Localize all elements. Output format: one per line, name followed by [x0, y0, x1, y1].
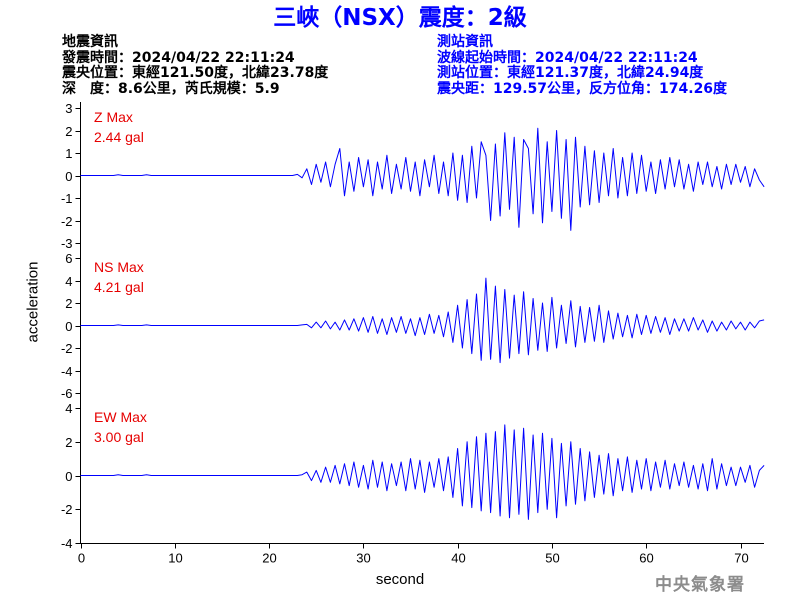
- ns-y-tick-label: 2: [65, 296, 72, 311]
- ew-max-value: 3.00 gal: [94, 429, 144, 445]
- ns-panel-label: NS Max 4.21 gal: [94, 257, 144, 297]
- origin-time: 發震時間：2024/04/22 22:11:24: [62, 49, 295, 66]
- x-tick-label: 10: [168, 551, 182, 566]
- ns-max-value: 4.21 gal: [94, 279, 144, 295]
- y-axis-title: acceleration: [24, 261, 42, 343]
- ns-y-tick-label: -2: [61, 341, 73, 356]
- earthquake-info-heading: 地震資訊: [62, 34, 118, 50]
- x-tick-label: 0: [78, 551, 85, 566]
- z-y-tick-label: 2: [65, 124, 72, 139]
- ew-y-tick-label: 2: [65, 435, 72, 450]
- z-trace: [80, 127, 765, 231]
- ew-max-label: EW Max: [94, 409, 147, 425]
- x-tick-label: 30: [356, 551, 370, 566]
- ns-y-tick-label: 4: [65, 274, 72, 289]
- record-start-time: 波線起始時間：2024/04/22 22:11:24: [437, 49, 698, 66]
- station-info-heading: 測站資訊: [437, 34, 493, 50]
- station-info: 測站資訊 波線起始時間：2024/04/22 22:11:24 測站位置：東經1…: [437, 34, 728, 97]
- z-max-label: Z Max: [94, 109, 133, 125]
- epicenter-location: 震央位置：東經121.50度，北緯23.78度: [62, 65, 329, 81]
- ew-y-tick-label: 0: [65, 469, 72, 484]
- z-y-tick-label: 0: [65, 169, 72, 184]
- z-y-tick-label: -3: [61, 236, 73, 251]
- distance-azimuth: 震央距：129.57公里，反方位角：174.26度: [437, 80, 728, 97]
- ew-y-tick-label: 4: [65, 401, 72, 416]
- x-tick-label: 50: [545, 551, 559, 566]
- ns-max-label: NS Max: [94, 259, 144, 275]
- ew-y-tick-label: -2: [61, 502, 73, 517]
- x-axis-title: second: [375, 571, 425, 588]
- ns-y-tick-label: 6: [65, 251, 72, 266]
- ns-trace: [80, 277, 765, 364]
- earthquake-info: 地震資訊 發震時間：2024/04/22 22:11:24 震央位置：東經121…: [62, 34, 329, 97]
- z-y-tick-label: 3: [65, 101, 72, 116]
- z-y-tick-label: 1: [65, 146, 72, 161]
- agency-watermark: 中央氣象署: [655, 575, 745, 595]
- z-y-tick-label: -2: [61, 214, 73, 229]
- x-tick-label: 70: [734, 551, 748, 566]
- ew-panel-label: EW Max 3.00 gal: [94, 407, 147, 447]
- depth-magnitude: 深 度：8.6公里，芮氏規模：5.9: [62, 80, 280, 97]
- x-tick-label: 20: [262, 551, 276, 566]
- z-panel-label: Z Max 2.44 gal: [94, 107, 144, 147]
- ns-y-tick-label: -6: [61, 386, 73, 401]
- ew-y-tick-label: -4: [61, 536, 73, 551]
- ns-y-tick-label: -4: [61, 364, 73, 379]
- page-title: 三峽（NSX）震度：2級: [273, 5, 527, 31]
- z-max-value: 2.44 gal: [94, 129, 144, 145]
- station-location: 測站位置：東經121.37度，北緯24.94度: [437, 65, 704, 81]
- ew-trace: [80, 424, 765, 520]
- ns-y-tick-label: 0: [65, 319, 72, 334]
- x-tick-label: 40: [451, 551, 465, 566]
- x-tick-label: 60: [639, 551, 653, 566]
- z-y-tick-label: -1: [61, 191, 73, 206]
